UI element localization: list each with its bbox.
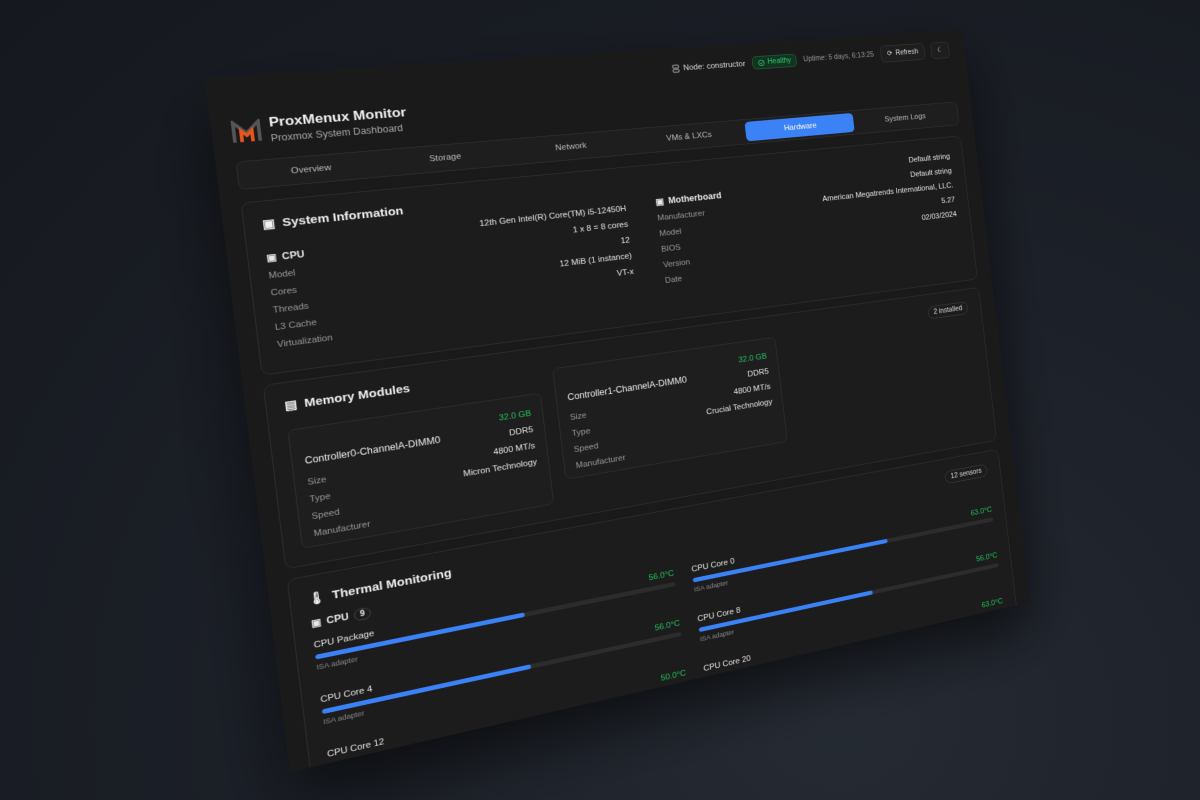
tab-vms-lxcs[interactable]: VMs & LXCs xyxy=(665,130,713,143)
refresh-label: Refresh xyxy=(895,48,919,57)
motherboard-values: Default string Default string American Meg… xyxy=(749,149,957,245)
module-values: 32.0 GB DDR5 4800 MT/s Crucial Technology xyxy=(700,349,773,421)
module-name: Controller0-ChannelA-DIMM0 xyxy=(304,434,441,467)
memory-module-card: Controller0-ChannelA-DIMM0 Size Type Speed M… xyxy=(287,392,555,549)
sensor-grid: CPU Package 56.0°C ISA adapter CPU Core 0 63… xyxy=(313,505,1007,772)
module-name: Controller1-ChannelA-DIMM0 xyxy=(566,374,688,403)
module-labels: Size Type Speed Manufacturer xyxy=(306,465,371,543)
thermal-heading: Thermal Monitoring xyxy=(331,566,453,602)
uptime: Uptime: 5 days, 6:13:25 xyxy=(802,51,875,64)
cpu-values: 12th Gen Intel(R) Core(TM) i5-12450H 1 x … xyxy=(420,201,635,305)
node-indicator: Node: constructor xyxy=(672,59,746,72)
sensors-badge: 12 sensors xyxy=(944,463,988,485)
refresh-icon: ⟳ xyxy=(886,49,893,58)
proxmenux-logo xyxy=(230,118,262,144)
tab-system-logs[interactable]: System Logs xyxy=(884,112,927,124)
check-circle-icon xyxy=(757,59,765,66)
chip-icon: ▣ xyxy=(261,216,276,232)
system-information-heading: System Information xyxy=(281,204,404,230)
tab-storage[interactable]: Storage xyxy=(428,151,462,164)
module-values: 32.0 GB DDR5 4800 MT/s Micron Technology xyxy=(456,405,538,482)
refresh-button[interactable]: ⟳ Refresh xyxy=(879,43,926,63)
cpu-group-label: CPU xyxy=(325,610,350,627)
node-label: Node: constructor xyxy=(682,59,746,73)
thermal-title: 🌡 Thermal Monitoring xyxy=(307,566,452,607)
cpu-icon: ▣ xyxy=(265,251,278,264)
cpu-group: ▣ CPU 9 xyxy=(310,603,372,633)
dashboard-window: Node: constructor Healthy Uptime: 5 days… xyxy=(205,30,1031,773)
tab-network[interactable]: Network xyxy=(554,141,588,153)
motherboard-icon: ▣ xyxy=(654,196,665,208)
memory-icon: ▤ xyxy=(283,397,299,413)
moon-icon: ☾ xyxy=(936,46,944,55)
status-bar: Node: constructor Healthy Uptime: 5 days… xyxy=(671,41,951,77)
cpu-icon: ▣ xyxy=(310,616,322,630)
memory-heading: Memory Modules xyxy=(303,381,411,410)
cpu-heading-text: CPU xyxy=(281,248,306,262)
sensor-temperature: 63.0°C xyxy=(970,505,993,518)
health-status: Healthy xyxy=(767,56,792,66)
memory-module-card: Controller1-ChannelA-DIMM0 Size Type Speed M… xyxy=(552,336,788,480)
system-information-title: ▣ System Information xyxy=(261,204,405,232)
memory-title: ▤ Memory Modules xyxy=(284,381,411,413)
brand: ProxMenux Monitor Proxmox System Dashboa… xyxy=(230,105,408,147)
health-badge: Healthy xyxy=(751,53,798,70)
theme-toggle-button[interactable]: ☾ xyxy=(929,41,951,60)
installed-badge: 2 installed xyxy=(927,301,969,320)
cpu-group-count: 9 xyxy=(353,606,372,622)
sensor-temperature: 56.0°C xyxy=(648,568,675,583)
tab-hardware[interactable]: Hardware xyxy=(744,112,855,142)
tab-overview[interactable]: Overview xyxy=(290,163,332,176)
motherboard-heading-text: Motherboard xyxy=(667,190,723,206)
module-labels: Size Type Speed Manufacturer xyxy=(569,402,626,474)
server-icon xyxy=(672,64,680,73)
thermometer-icon: 🌡 xyxy=(307,590,326,607)
